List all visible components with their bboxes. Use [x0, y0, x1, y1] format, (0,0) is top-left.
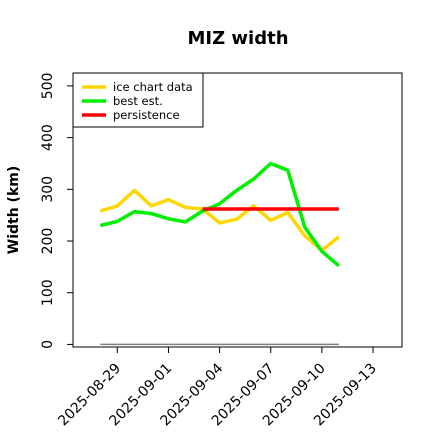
legend-label: best est. [113, 94, 163, 108]
y-tick-label: 200 [40, 228, 56, 255]
plot-frame [72, 72, 403, 348]
y-axis-label: Width (km) [6, 166, 22, 255]
x-axis: 2025-08-292025-09-012025-09-042025-09-07… [55, 347, 380, 429]
legend-label: persistence [113, 108, 180, 122]
y-tick-label: 400 [40, 124, 56, 151]
series-line-ice-chart-data [99, 188, 340, 253]
y-tick-label: 500 [40, 73, 56, 100]
y-tick-label: 0 [40, 340, 56, 349]
y-axis: 0 100 200 300 400 500 [40, 73, 73, 349]
series-layer [99, 161, 341, 346]
chart-title: MIZ width [187, 28, 288, 49]
legend-label: ice chart data [113, 80, 193, 94]
y-tick-label: 100 [40, 279, 56, 306]
y-tick-label: 300 [40, 176, 56, 203]
series-line-best-est- [99, 161, 341, 268]
